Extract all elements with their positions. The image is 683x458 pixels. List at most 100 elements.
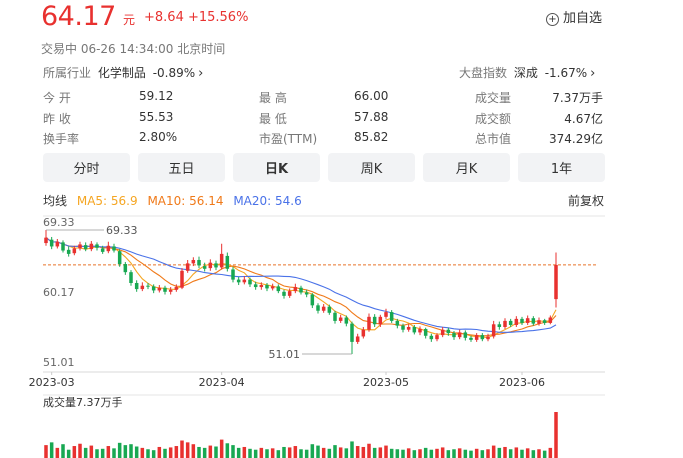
- index-link[interactable]: 大盘指数 深成 -1.67% ›: [459, 64, 595, 81]
- candle-body: [344, 317, 349, 324]
- add-to-watchlist-button[interactable]: + 加自选: [546, 7, 602, 26]
- trading-status: 交易中 06-26 14:34:00 北京时间: [41, 42, 226, 56]
- candle-body: [61, 242, 65, 251]
- volume-bar: [151, 450, 156, 458]
- candle-body: [78, 244, 82, 249]
- candle-body: [276, 286, 281, 292]
- volume-bar: [61, 444, 65, 458]
- volume-bar: [520, 449, 524, 458]
- y-tick-label: 60.17: [43, 286, 75, 299]
- current-price: 64.17: [41, 1, 116, 32]
- volume-bar: [287, 447, 292, 458]
- volume-bar: [486, 449, 490, 458]
- industry-name: 化学制品: [97, 66, 146, 80]
- volume-bar: [480, 450, 485, 458]
- volume-bar: [140, 447, 145, 458]
- candle-body: [180, 270, 184, 288]
- volume-bar: [531, 450, 536, 458]
- candle-body: [429, 335, 434, 340]
- volume-bar: [259, 447, 264, 458]
- volume-bar: [503, 446, 507, 458]
- candle-body: [89, 243, 94, 250]
- volume-bar: [248, 448, 252, 458]
- tab-one-year[interactable]: 1年: [518, 153, 605, 182]
- stat-turnover-value: 4.67亿: [564, 112, 603, 126]
- candle-body: [321, 306, 326, 311]
- volume-bar: [401, 449, 405, 458]
- volume-bar: [333, 445, 337, 458]
- candle-body: [151, 286, 156, 291]
- candle-body: [310, 294, 315, 306]
- low-marker-label: 51.01: [269, 348, 301, 361]
- candle-body: [123, 264, 128, 273]
- tab-weekly-k[interactable]: 周K: [328, 153, 415, 182]
- candle-body: [435, 335, 439, 340]
- volume-bar: [197, 446, 201, 458]
- candlestick-chart[interactable]: 69.33 60.17 51.01 2023-03 2023-04 2023-05 2023…: [0, 212, 683, 458]
- tab-monthly-k[interactable]: 月K: [423, 153, 510, 182]
- candle-body: [185, 263, 190, 271]
- chevron-right-icon: ›: [590, 66, 596, 81]
- candle-body: [202, 266, 207, 269]
- add-to-watchlist-label: 加自选: [563, 11, 603, 26]
- candle-body: [463, 332, 468, 338]
- candle-body: [469, 337, 473, 340]
- volume-bar: [163, 448, 167, 458]
- candle-body: [412, 326, 417, 333]
- volume-bar: [491, 445, 496, 458]
- volume-bar: [89, 445, 94, 458]
- tab-daily-k[interactable]: 日K: [233, 153, 320, 182]
- volume-bar: [361, 446, 366, 458]
- volume-bar: [236, 447, 241, 458]
- tab-five-day[interactable]: 五日: [138, 153, 225, 182]
- candle-body: [293, 287, 298, 292]
- candle-body: [95, 244, 99, 248]
- stat-low-value: 57.88: [354, 110, 389, 124]
- candle-body: [361, 329, 366, 337]
- candle-body: [66, 249, 71, 254]
- volume-bar: [548, 447, 553, 458]
- volume-bar: [134, 446, 139, 458]
- volume-bars: [44, 412, 558, 458]
- candle-body: [367, 316, 371, 330]
- volume-bar: [191, 444, 196, 458]
- candle-body: [106, 245, 111, 252]
- ma10-value: MA10: 56.14: [147, 194, 224, 208]
- adjust-mode-button[interactable]: 前复权: [567, 194, 604, 208]
- chevron-right-icon: ›: [198, 66, 204, 81]
- candle-body: [265, 285, 269, 289]
- y-tick-label: 69.33: [43, 216, 75, 229]
- volume-bar: [440, 447, 445, 458]
- candle-body: [112, 246, 116, 251]
- volume-bar: [157, 446, 162, 458]
- y-tick-label: 51.01: [43, 356, 75, 369]
- candle-body: [378, 316, 383, 325]
- candle-body: [248, 279, 252, 285]
- volume-bar: [129, 444, 133, 458]
- candle-body: [508, 320, 513, 325]
- candle-body: [514, 318, 519, 325]
- candle-body: [327, 306, 332, 313]
- volume-bar: [83, 447, 88, 458]
- volume-bar: [49, 442, 54, 458]
- volume-bar: [304, 449, 309, 458]
- volume-bar: [338, 447, 343, 458]
- industry-link[interactable]: 所属行业 化学制品 -0.89% ›: [43, 64, 203, 81]
- candle-body: [214, 263, 218, 268]
- candle-body: [350, 323, 354, 342]
- candle-body: [486, 336, 490, 340]
- volume-bar: [100, 448, 105, 458]
- candle-body: [83, 245, 88, 250]
- candle-body: [304, 292, 309, 295]
- volume-bar: [168, 447, 173, 458]
- x-tick-label: 2023-05: [363, 376, 409, 389]
- candle-body: [503, 320, 507, 327]
- period-tabs: 分时 五日 日K 周K 月K 1年: [43, 153, 605, 182]
- candle-body: [537, 320, 541, 324]
- volume-bar: [55, 447, 60, 458]
- stat-label: 总市值: [475, 132, 512, 146]
- stat-open-value: 59.12: [139, 89, 174, 103]
- tab-intraday[interactable]: 分时: [43, 153, 130, 182]
- candle-body: [338, 317, 343, 321]
- ma20-line: [45, 237, 557, 333]
